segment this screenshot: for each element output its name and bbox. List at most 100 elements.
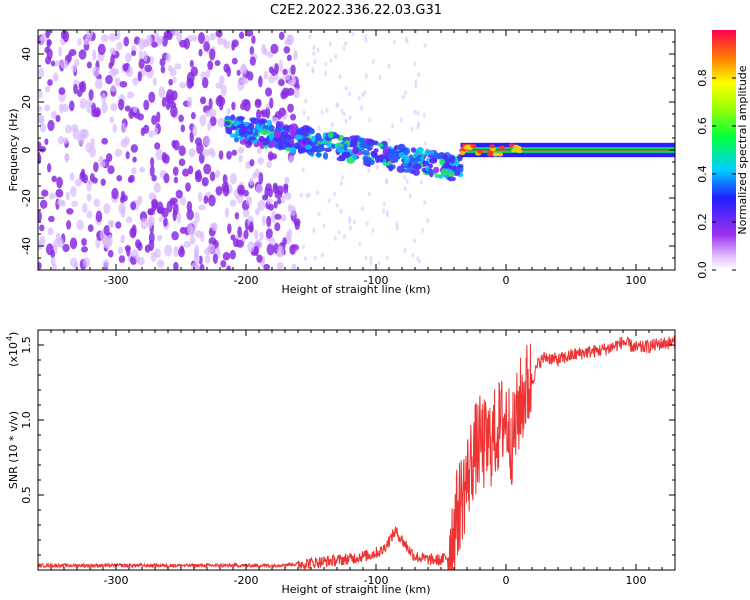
heatmap-noise-cell bbox=[48, 193, 56, 200]
heatmap-noise-cell bbox=[136, 113, 144, 121]
heatmap-noise-cell bbox=[249, 221, 254, 232]
heatmap-noise-cell bbox=[57, 199, 65, 206]
heatmap-noise-cell bbox=[188, 165, 194, 175]
heatmap-noise-cell bbox=[119, 196, 125, 204]
heatmap-faint-cell bbox=[361, 206, 365, 212]
heatmap-faint-cell bbox=[312, 228, 316, 234]
heatmap-faint-cell bbox=[328, 41, 332, 47]
heatmap-band-cell bbox=[372, 140, 379, 146]
heatmap-faint-cell bbox=[423, 43, 427, 49]
heatmap-faint-cell bbox=[414, 79, 418, 85]
heatmap-noise-cell bbox=[148, 130, 155, 138]
heatmap-noise-cell bbox=[43, 104, 51, 112]
heatmap-noise-cell bbox=[120, 234, 126, 244]
heatmap-noise-cell bbox=[241, 98, 250, 106]
snr-xtick-label: -100 bbox=[364, 574, 389, 587]
heatmap-noise-cell bbox=[151, 174, 157, 182]
heatmap-noise-cell bbox=[193, 265, 199, 270]
heatmap-noise-cell bbox=[284, 177, 290, 184]
heatmap-noise-cell bbox=[232, 238, 240, 248]
heatmap-noise-cell bbox=[112, 123, 118, 134]
heatmap-noise-cell bbox=[163, 30, 172, 39]
heatmap-noise-cell bbox=[257, 200, 266, 211]
snr-ytick-label: 0.5 bbox=[20, 486, 33, 504]
heatmap-noise-cell bbox=[176, 212, 182, 224]
heatmap-noise-cell bbox=[101, 137, 109, 145]
heatmap-noise-cell bbox=[270, 211, 277, 223]
heatmap-noise-cell bbox=[80, 168, 86, 179]
heatmap-band-cell bbox=[285, 146, 290, 152]
heatmap-noise-cell bbox=[193, 254, 201, 264]
heatmap-noise-cell bbox=[120, 138, 128, 148]
heatmap-tone-cell bbox=[459, 151, 466, 156]
heatmap-faint-cell bbox=[348, 115, 352, 121]
heatmap-noise-cell bbox=[287, 103, 294, 113]
heatmap-noise-cell bbox=[255, 208, 260, 216]
heatmap-noise-cell bbox=[179, 82, 187, 89]
heatmap-band-cell bbox=[390, 148, 397, 156]
heatmap-faint-cell bbox=[413, 109, 417, 115]
heatmap-faint-cell bbox=[368, 117, 372, 123]
heatmap-noise-cell bbox=[87, 224, 94, 233]
heatmap-noise-cell bbox=[124, 105, 131, 112]
heatmap-faint-cell bbox=[339, 180, 343, 186]
heatmap-tone-cell bbox=[511, 148, 518, 153]
heatmap-noise-cell bbox=[45, 56, 52, 65]
heatmap-band-cell bbox=[375, 155, 380, 164]
heatmap-faint-cell bbox=[334, 53, 338, 59]
spectrogram-ytick-label: 40 bbox=[20, 47, 33, 61]
heatmap-noise-cell bbox=[266, 198, 273, 205]
heatmap-noise-cell bbox=[283, 184, 289, 195]
heatmap-noise-cell bbox=[156, 259, 165, 269]
heatmap-band-cell bbox=[439, 158, 446, 165]
heatmap-noise-cell bbox=[242, 78, 249, 85]
heatmap-noise-cell bbox=[56, 176, 63, 189]
heatmap-noise-cell bbox=[39, 123, 47, 133]
heatmap-noise-cell bbox=[76, 89, 83, 98]
snr-scale-label: (x10 4 ) bbox=[5, 332, 20, 367]
heatmap-noise-cell bbox=[287, 79, 296, 87]
heatmap-noise-cell bbox=[71, 124, 79, 132]
heatmap-band-cell bbox=[318, 137, 324, 142]
heatmap-noise-cell bbox=[82, 257, 91, 268]
heatmap-noise-cell bbox=[161, 35, 168, 47]
heatmap-noise-cell bbox=[144, 64, 153, 73]
heatmap-faint-cell bbox=[337, 229, 341, 235]
heatmap-faint-cell bbox=[302, 244, 306, 250]
heatmap-noise-cell bbox=[169, 197, 178, 204]
heatmap-noise-cell bbox=[261, 194, 269, 201]
heatmap-noise-cell bbox=[253, 229, 259, 240]
heatmap-band-cell bbox=[295, 128, 303, 135]
heatmap-noise-cell bbox=[198, 204, 206, 211]
heatmap-noise-cell bbox=[47, 119, 55, 132]
spectrogram-xtick-label: 100 bbox=[626, 274, 647, 287]
heatmap-noise-cell bbox=[44, 46, 50, 54]
heatmap-faint-cell bbox=[306, 61, 310, 67]
heatmap-noise-cell bbox=[257, 157, 264, 165]
heatmap-noise-cell bbox=[41, 189, 49, 197]
heatmap-band-cell bbox=[253, 131, 259, 137]
heatmap-noise-cell bbox=[39, 235, 46, 247]
heatmap-noise-cell bbox=[51, 175, 57, 183]
heatmap-noise-cell bbox=[38, 146, 47, 153]
heatmap-noise-cell bbox=[86, 104, 92, 114]
heatmap-faint-cell bbox=[304, 98, 308, 104]
heatmap-noise-cell bbox=[139, 166, 145, 173]
heatmap-band-cell bbox=[446, 170, 455, 177]
heatmap-band-cell bbox=[250, 117, 260, 125]
heatmap-faint-cell bbox=[344, 118, 348, 124]
heatmap-noise-cell bbox=[178, 247, 185, 258]
heatmap-noise-cell bbox=[158, 86, 166, 98]
heatmap-noise-cell bbox=[199, 114, 207, 127]
heatmap-faint-cell bbox=[342, 234, 346, 240]
heatmap-noise-cell bbox=[62, 30, 70, 43]
heatmap-noise-cell bbox=[160, 65, 166, 74]
heatmap-band-cell bbox=[289, 123, 299, 131]
heatmap-noise-cell bbox=[255, 183, 263, 194]
heatmap-noise-cell bbox=[153, 31, 160, 40]
heatmap-noise-cell bbox=[261, 215, 266, 226]
heatmap-noise-cell bbox=[280, 214, 287, 222]
heatmap-cells bbox=[38, 30, 675, 270]
heatmap-faint-cell bbox=[329, 58, 333, 64]
